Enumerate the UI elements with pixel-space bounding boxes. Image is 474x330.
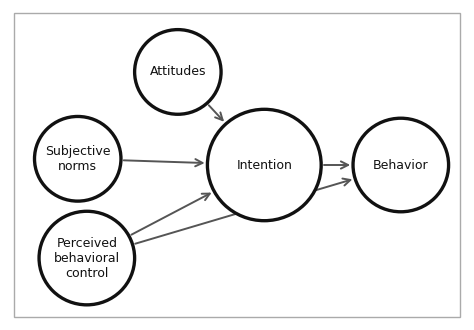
Ellipse shape — [353, 118, 448, 212]
Text: Intention: Intention — [237, 158, 292, 172]
Text: Attitudes: Attitudes — [150, 65, 206, 79]
Text: Behavior: Behavior — [373, 158, 428, 172]
Text: Perceived
behavioral
control: Perceived behavioral control — [54, 237, 120, 280]
Ellipse shape — [39, 211, 135, 305]
Ellipse shape — [208, 109, 321, 221]
Ellipse shape — [35, 116, 121, 201]
Text: Subjective
norms: Subjective norms — [45, 145, 110, 173]
Ellipse shape — [135, 30, 221, 114]
